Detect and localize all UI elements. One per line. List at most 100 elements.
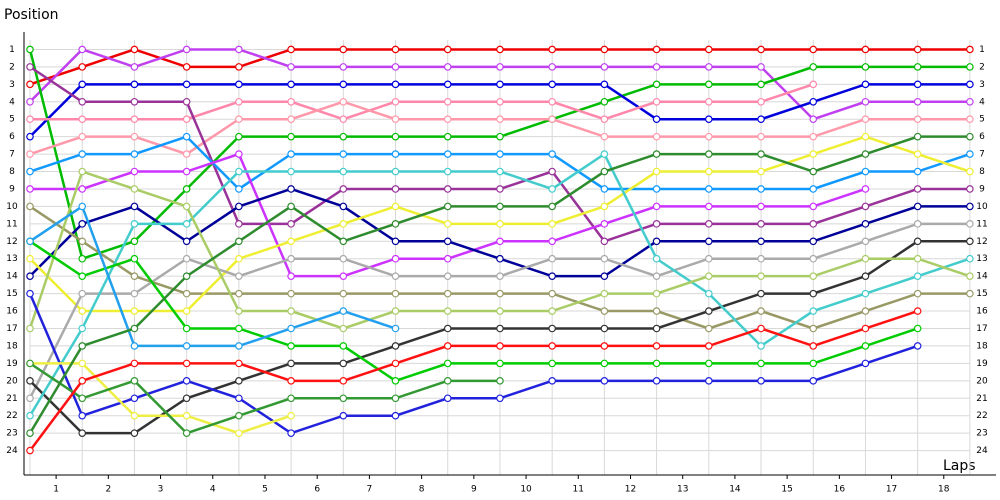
point — [966, 237, 974, 246]
point — [26, 185, 34, 193]
point — [339, 202, 348, 211]
point — [339, 185, 348, 193]
point — [548, 220, 556, 228]
point — [287, 289, 295, 298]
point — [287, 324, 295, 333]
point — [443, 377, 452, 385]
point — [652, 307, 661, 315]
point — [130, 150, 139, 158]
point — [548, 359, 556, 368]
y-tick-label: 4 — [979, 97, 985, 107]
point — [757, 254, 765, 263]
point — [235, 80, 243, 89]
point — [705, 307, 713, 315]
point — [391, 342, 400, 350]
point — [391, 63, 400, 71]
point — [913, 167, 922, 176]
point — [600, 202, 609, 211]
point — [26, 411, 34, 420]
point — [966, 115, 974, 124]
point — [496, 132, 504, 141]
point — [182, 150, 191, 158]
point — [809, 289, 818, 298]
point — [339, 45, 348, 54]
point — [496, 307, 504, 315]
point — [287, 394, 295, 403]
point — [78, 307, 87, 315]
point — [496, 359, 504, 368]
point — [809, 63, 818, 71]
point — [913, 272, 922, 280]
point — [182, 307, 191, 315]
point — [26, 429, 34, 437]
point — [287, 254, 295, 263]
point — [235, 377, 243, 385]
point — [287, 115, 295, 124]
x-tick-label: 15 — [781, 485, 792, 495]
point — [652, 324, 661, 333]
point — [287, 97, 295, 106]
point — [548, 97, 556, 106]
y-tick-label: 12 — [6, 237, 17, 247]
point — [26, 272, 34, 280]
point — [130, 80, 139, 89]
point — [705, 97, 713, 106]
point — [652, 202, 661, 211]
point — [391, 202, 400, 211]
y-tick-label: 1 — [9, 45, 15, 55]
point — [78, 254, 87, 263]
point — [757, 185, 765, 193]
point — [757, 220, 765, 228]
y-tick-label: 18 — [6, 341, 18, 351]
point — [496, 80, 504, 89]
point — [235, 272, 243, 280]
point — [130, 429, 139, 437]
x-tick-label: 4 — [210, 485, 216, 495]
point — [391, 394, 400, 403]
point — [287, 272, 295, 280]
point — [705, 254, 713, 263]
point — [287, 80, 295, 89]
point — [130, 202, 139, 211]
point — [130, 132, 139, 141]
point — [235, 394, 243, 403]
point — [443, 45, 452, 54]
y-tick-label: 24 — [6, 446, 18, 456]
point — [339, 150, 348, 158]
point — [705, 167, 713, 176]
point — [443, 80, 452, 89]
point — [600, 254, 609, 263]
point — [809, 185, 818, 193]
point — [652, 359, 661, 368]
point — [966, 80, 974, 89]
point — [130, 220, 139, 228]
x-tick-label: 12 — [625, 485, 636, 495]
point — [339, 132, 348, 141]
point — [287, 220, 295, 228]
point — [78, 202, 87, 211]
point — [548, 45, 556, 54]
point — [966, 272, 974, 280]
point — [548, 80, 556, 89]
point — [391, 359, 400, 368]
point — [443, 342, 452, 350]
series-line — [29, 204, 396, 348]
point — [26, 80, 34, 89]
y-tick-label: 8 — [979, 167, 985, 177]
point — [705, 150, 713, 158]
point — [913, 342, 922, 350]
point — [757, 307, 765, 315]
point — [861, 237, 870, 246]
point — [182, 429, 191, 437]
point — [235, 324, 243, 333]
point — [287, 237, 295, 246]
point — [78, 237, 87, 246]
point — [861, 324, 870, 333]
point — [600, 359, 609, 368]
y-tick-label: 3 — [979, 80, 985, 90]
point — [757, 377, 765, 385]
y-tick-label: 22 — [976, 411, 987, 421]
point — [235, 167, 243, 176]
point — [443, 63, 452, 71]
point — [861, 289, 870, 298]
